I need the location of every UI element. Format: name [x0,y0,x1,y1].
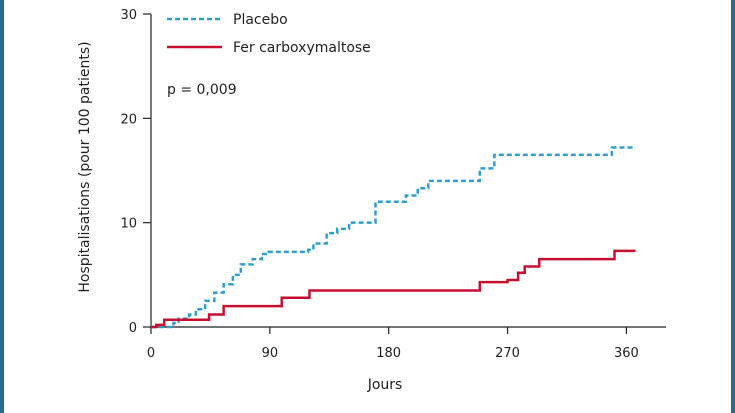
x-tick-label: 0 [147,346,155,361]
y-tick-label: 0 [129,321,137,336]
fer-carboxymaltose-series-line [151,249,636,329]
y-tick-label: 10 [120,217,137,232]
y-axis-title: Hospitalisations (pour 100 patients) [77,41,93,292]
x-tick-label: 360 [614,346,639,361]
x-tick-label: 270 [495,346,520,361]
y-tick-label: 20 [120,112,137,127]
ticks: 0 90 180 270 360 0 10 20 30 [120,8,638,361]
series-layer [151,146,636,329]
x-axis-title: Jours [367,377,403,393]
legend: Placebo Fer carboxymaltose [167,12,371,56]
hospitalisation-chart: 0 90 180 270 360 0 10 20 30 Hospitalisations (po… [77,8,666,393]
x-tick-label: 90 [262,346,279,361]
legend-label-fer: Fer carboxymaltose [233,40,371,56]
x-tick-label: 180 [376,346,401,361]
placebo-series-line [151,146,635,329]
axes [150,14,666,328]
legend-label-placebo: Placebo [233,12,288,28]
p-value-annotation: p = 0,009 [167,82,237,98]
y-tick-label: 30 [120,8,137,23]
